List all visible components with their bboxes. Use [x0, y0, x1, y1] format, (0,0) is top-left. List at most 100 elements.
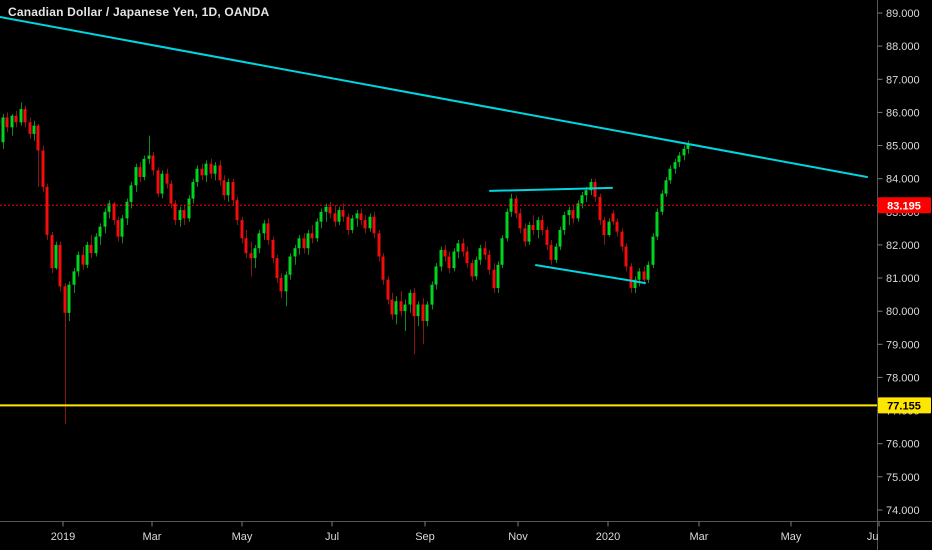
- candle-body: [562, 215, 566, 230]
- candle-body: [293, 248, 297, 257]
- candle-body: [58, 244, 62, 287]
- candle-body: [5, 117, 9, 128]
- candle-body: [41, 150, 45, 187]
- candle-body: [302, 238, 306, 249]
- candle-body: [244, 238, 248, 254]
- candle-body: [386, 279, 390, 300]
- candle-body: [63, 286, 67, 313]
- price-axis-label: 76.000: [886, 439, 920, 451]
- candle-body: [120, 218, 124, 237]
- candle-body: [284, 274, 288, 292]
- price-axis-label: 89.000: [886, 8, 920, 20]
- candle-body: [664, 180, 668, 194]
- candle-body: [231, 182, 235, 201]
- candle-body: [545, 230, 549, 245]
- candle-body: [173, 203, 177, 221]
- candle-body: [567, 210, 571, 216]
- candle-body: [218, 165, 222, 181]
- price-axis[interactable]: 89.00088.00087.00086.00085.00084.00083.0…: [877, 8, 920, 517]
- candle-body: [660, 193, 664, 212]
- candle-body: [262, 223, 266, 234]
- candle-body: [1, 117, 5, 143]
- candle-body: [222, 180, 226, 196]
- candle-body: [142, 158, 146, 177]
- price-badge-label: 83.195: [887, 200, 921, 212]
- candle-body: [558, 230, 562, 247]
- candle-body: [633, 279, 637, 288]
- major-descending-trendline[interactable]: [0, 16, 868, 178]
- price-axis-label: 79.000: [886, 339, 920, 351]
- candle-body: [195, 168, 199, 182]
- candle-body: [593, 182, 597, 197]
- candle-body: [355, 213, 359, 219]
- candle-body: [257, 233, 261, 249]
- candle-body: [76, 254, 80, 272]
- candle-body: [607, 221, 611, 235]
- candle-body: [297, 238, 301, 249]
- candle-body: [94, 236, 98, 254]
- candle-body: [89, 244, 93, 254]
- candle-body: [518, 213, 522, 229]
- candle-body: [483, 248, 487, 255]
- candlestick-series: [1, 102, 690, 424]
- price-axis-label: 84.000: [886, 174, 920, 186]
- candle-body: [178, 210, 182, 220]
- price-axis-label: 81.000: [886, 273, 920, 285]
- candle-body: [337, 210, 341, 222]
- candle-body: [549, 244, 553, 260]
- candle-body: [98, 226, 102, 237]
- candle-body: [629, 266, 633, 288]
- price-axis-label: 86.000: [886, 107, 920, 119]
- candle-body: [465, 251, 469, 264]
- price-axis-label: 88.000: [886, 41, 920, 53]
- candle-body: [571, 210, 575, 219]
- candle-body: [45, 186, 49, 235]
- minor-support-trendline[interactable]: [535, 264, 646, 284]
- candle-body: [147, 155, 151, 159]
- candle-body: [253, 248, 257, 259]
- candle-body: [187, 198, 191, 219]
- candle-body: [235, 200, 239, 221]
- symbol-title[interactable]: Canadian Dollar / Japanese Yen, 1D, OAND…: [8, 5, 270, 19]
- time-axis-label: Sep: [415, 531, 435, 543]
- candle-body: [134, 167, 138, 186]
- candle-body: [333, 213, 337, 222]
- time-axis-label: Mar: [143, 531, 162, 543]
- price-axis-label: 85.000: [886, 141, 920, 153]
- candle-body: [372, 216, 376, 234]
- candle-body: [554, 246, 558, 260]
- time-axis-label: Nov: [508, 531, 528, 543]
- candle-body: [67, 284, 71, 313]
- candle-body: [536, 220, 540, 230]
- price-badge-label: 77.155: [887, 400, 921, 412]
- candle-body: [651, 236, 655, 265]
- time-axis-label: 2020: [596, 531, 620, 543]
- candle-body: [602, 220, 606, 235]
- candle-body: [673, 162, 677, 169]
- candle-body: [425, 304, 429, 322]
- minor-resistance-trendline[interactable]: [489, 186, 613, 192]
- candle-body: [341, 210, 345, 217]
- candle-body: [165, 173, 169, 184]
- candle-body: [452, 251, 456, 269]
- price-badge: 83.195: [878, 197, 931, 214]
- candle-body: [32, 125, 36, 134]
- candle-body: [200, 168, 204, 176]
- candle-body: [408, 292, 412, 305]
- candle-body: [487, 254, 491, 270]
- time-axis-label: Ju: [867, 531, 879, 543]
- candle-body: [390, 299, 394, 315]
- time-axis[interactable]: 2019 Mar May Jul Sep Nov 2020 Mar May Ju: [51, 521, 880, 544]
- candle-body: [138, 167, 142, 177]
- candle-body: [19, 109, 23, 123]
- candle-body: [240, 220, 244, 239]
- candle-body: [377, 233, 381, 257]
- candle-body: [394, 301, 398, 315]
- candle-body: [107, 203, 111, 212]
- candle-body: [359, 213, 363, 220]
- price-axis-label: 78.000: [886, 372, 920, 384]
- candle-body: [677, 155, 681, 163]
- candle-body: [363, 220, 367, 229]
